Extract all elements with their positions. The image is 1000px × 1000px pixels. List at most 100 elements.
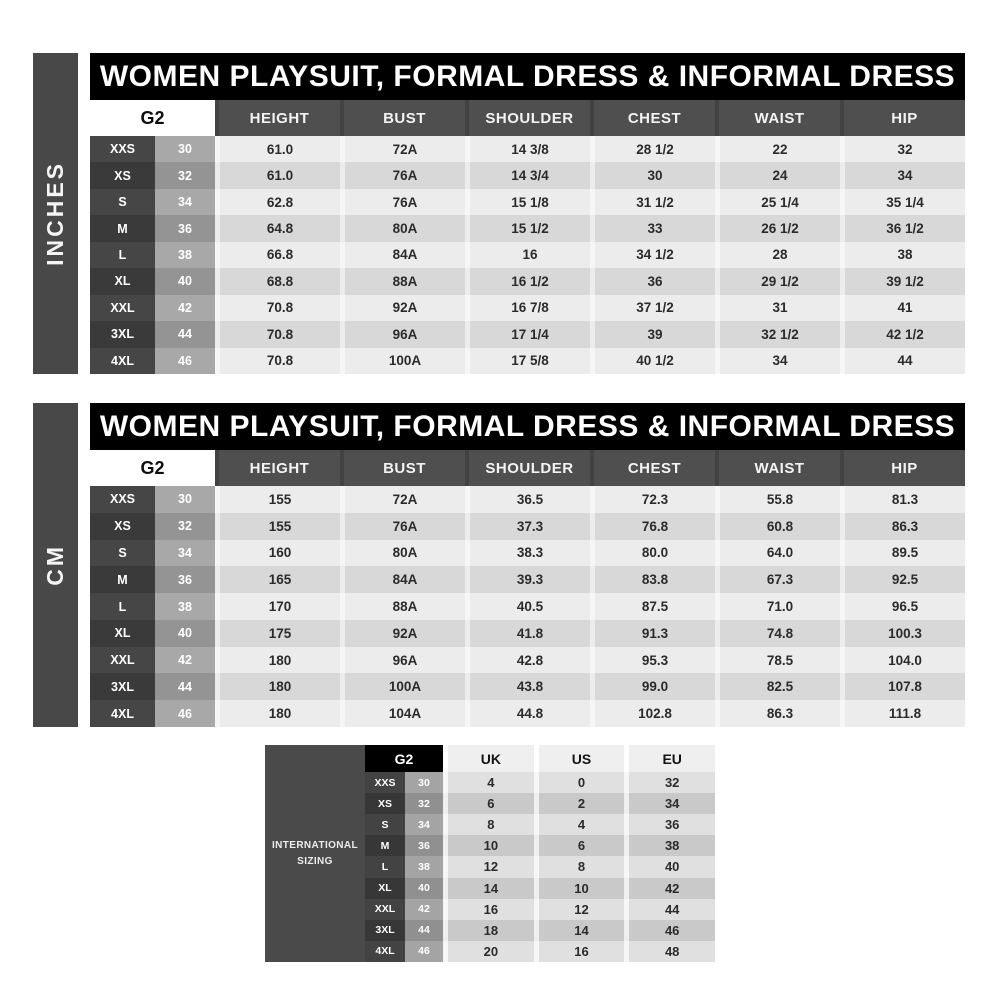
chest-value-cell: 34 1/2	[590, 241, 715, 269]
g2-size-number-cell: 46	[155, 700, 215, 728]
waist-value-cell: 24	[715, 162, 840, 189]
g2-size-number-cell: 36	[155, 566, 215, 594]
g2-size-number-cell: 30	[155, 486, 215, 513]
height-column-header: HEIGHT	[215, 100, 340, 136]
us-value-cell: 2	[533, 793, 625, 815]
hip-value-cell: 39 1/2	[840, 268, 965, 295]
height-value-cell: 180	[215, 673, 340, 701]
size-label-cell: M	[90, 566, 155, 594]
height-value-cell: 155	[215, 512, 340, 540]
uk-value-cell: 20	[443, 940, 534, 962]
bust-value-cell: 100A	[340, 673, 465, 701]
chest-value-cell: 99.0	[590, 673, 715, 701]
g2-header-cell: G2	[365, 745, 443, 772]
height-value-cell: 180	[215, 700, 340, 728]
eu-value-cell: 42	[624, 877, 716, 899]
international-sizing-label-line2: SIZING	[297, 855, 333, 867]
size-label-cell: XXL	[90, 646, 155, 674]
waist-value-cell: 60.8	[715, 512, 840, 540]
g2-size-number-cell: 32	[155, 162, 215, 189]
cm-table-main: WOMEN PLAYSUIT, FORMAL DRESS & INFORMAL …	[90, 403, 965, 728]
waist-value-cell: 71.0	[715, 593, 840, 620]
g2-size-number-cell: 32	[155, 512, 215, 540]
chest-value-cell: 33	[590, 215, 715, 242]
inches-unit-label: INCHES	[42, 161, 68, 266]
size-row: XXS 30 155 72A 36.5 72.3 55.8 81.3	[90, 486, 965, 513]
size-row: XL 40 175 92A 41.8 91.3 74.8 100.3	[90, 619, 965, 647]
shoulder-value-cell: 42.8	[465, 646, 590, 674]
international-sizing-table: INTERNATIONAL SIZING G2 UK US EU XXS 30 …	[265, 745, 716, 962]
us-column-header: US	[533, 745, 625, 772]
inches-header-row: G2 HEIGHT BUST SHOULDER CHEST WAIST HIP	[90, 100, 965, 136]
shoulder-value-cell: 38.3	[465, 539, 590, 567]
uk-value-cell: 18	[443, 919, 534, 941]
chest-value-cell: 95.3	[590, 646, 715, 674]
shoulder-value-cell: 43.8	[465, 673, 590, 701]
size-label-cell: XXS	[365, 772, 405, 794]
g2-size-number-cell: 34	[155, 539, 215, 567]
shoulder-value-cell: 14 3/4	[465, 162, 590, 189]
g2-header-cell: G2	[90, 100, 215, 136]
height-value-cell: 61.0	[215, 162, 340, 189]
shoulder-value-cell: 15 1/8	[465, 188, 590, 216]
waist-value-cell: 86.3	[715, 700, 840, 728]
waist-value-cell: 25 1/4	[715, 188, 840, 216]
uk-value-cell: 10	[443, 835, 534, 857]
waist-column-header: WAIST	[715, 450, 840, 486]
size-row: M 36 165 84A 39.3 83.8 67.3 92.5	[90, 566, 965, 594]
g2-size-number-cell: 46	[155, 347, 215, 374]
shoulder-value-cell: 16	[465, 241, 590, 269]
hip-value-cell: 42 1/2	[840, 321, 965, 348]
chest-column-header: CHEST	[590, 100, 715, 136]
chest-value-cell: 37 1/2	[590, 294, 715, 322]
hip-value-cell: 100.3	[840, 619, 965, 647]
size-row: 3XL 44 70.8 96A 17 1/4 39 32 1/2 42 1/2	[90, 321, 965, 348]
size-label-cell: XXS	[90, 486, 155, 513]
hip-column-header: HIP	[840, 450, 965, 486]
size-label-cell: XS	[90, 512, 155, 540]
bust-value-cell: 80A	[340, 539, 465, 567]
shoulder-column-header: SHOULDER	[465, 450, 590, 486]
hip-value-cell: 111.8	[840, 700, 965, 728]
size-label-cell: XXL	[365, 898, 405, 920]
size-row: XXS 30 61.0 72A 14 3/8 28 1/2 22 32	[90, 136, 965, 163]
chest-value-cell: 76.8	[590, 512, 715, 540]
us-value-cell: 4	[533, 814, 625, 836]
g2-size-number-cell: 44	[155, 673, 215, 701]
size-row: 3XL 44 18 14 46	[365, 919, 716, 941]
shoulder-value-cell: 39.3	[465, 566, 590, 594]
waist-value-cell: 22	[715, 136, 840, 163]
size-row: XS 32 61.0 76A 14 3/4 30 24 34	[90, 162, 965, 189]
size-label-cell: XL	[90, 619, 155, 647]
waist-column-header: WAIST	[715, 100, 840, 136]
g2-size-number-cell: 42	[405, 898, 443, 920]
size-label-cell: XL	[90, 268, 155, 295]
hip-value-cell: 38	[840, 241, 965, 269]
hip-column-header: HIP	[840, 100, 965, 136]
us-value-cell: 8	[533, 856, 625, 878]
chest-value-cell: 91.3	[590, 619, 715, 647]
g2-size-number-cell: 38	[155, 593, 215, 620]
size-row: 4XL 46 70.8 100A 17 5/8 40 1/2 34 44	[90, 347, 965, 374]
eu-value-cell: 38	[624, 835, 716, 857]
g2-size-number-cell: 38	[405, 856, 443, 878]
g2-size-number-cell: 40	[155, 268, 215, 295]
height-value-cell: 170	[215, 593, 340, 620]
height-value-cell: 180	[215, 646, 340, 674]
size-row: XL 40 14 10 42	[365, 877, 716, 899]
bust-value-cell: 96A	[340, 321, 465, 348]
g2-header-cell: G2	[90, 450, 215, 486]
size-row: 4XL 46 180 104A 44.8 102.8 86.3 111.8	[90, 700, 965, 728]
hip-value-cell: 36 1/2	[840, 215, 965, 242]
eu-value-cell: 44	[624, 898, 716, 920]
inches-size-table: INCHES WOMEN PLAYSUIT, FORMAL DRESS & IN…	[33, 53, 965, 374]
uk-value-cell: 8	[443, 814, 534, 836]
eu-column-header: EU	[624, 745, 716, 772]
hip-value-cell: 86.3	[840, 512, 965, 540]
chest-value-cell: 87.5	[590, 593, 715, 620]
eu-value-cell: 48	[624, 940, 716, 962]
waist-value-cell: 32 1/2	[715, 321, 840, 348]
bust-column-header: BUST	[340, 100, 465, 136]
size-row: S 34 62.8 76A 15 1/8 31 1/2 25 1/4 35 1/…	[90, 188, 965, 216]
